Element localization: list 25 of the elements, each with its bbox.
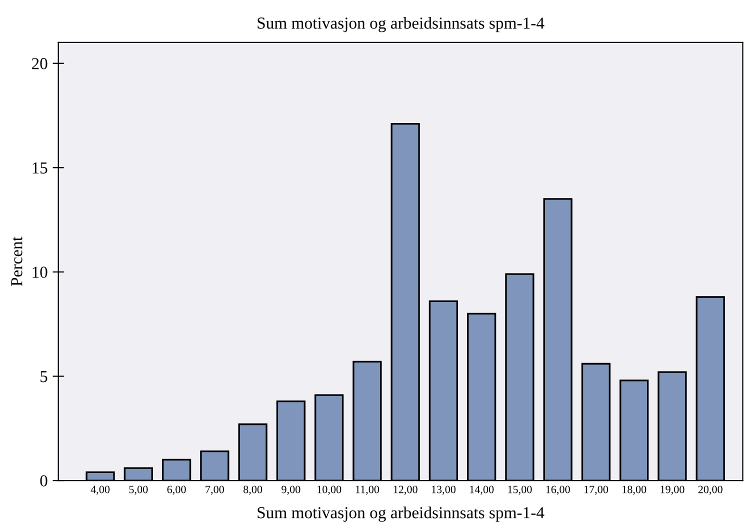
x-tick-label: 11,00: [356, 486, 380, 495]
x-tick-label: 9,00: [282, 486, 300, 495]
y-tick-label: 10: [32, 266, 48, 278]
y-tick-label: 0: [40, 475, 48, 486]
x-tick-label: 6,00: [167, 486, 186, 495]
x-tick-label: 16,00: [546, 486, 570, 495]
x-axis-title: Sum motivasjon og arbeidsinnsats spm-1-4: [258, 506, 544, 522]
x-tick-label: 10,00: [318, 486, 342, 495]
x-tick-label: 12,00: [394, 486, 418, 495]
x-tick-label: 7,00: [206, 486, 224, 495]
x-tick-label: 17,00: [584, 486, 608, 495]
chart-title: Sum motivasjon og arbeidsinnsats spm-1-4: [258, 17, 544, 32]
y-tick-label: 5: [40, 371, 48, 382]
x-tick-label: 4,00: [90, 486, 110, 495]
y-axis-title: Percent: [11, 236, 22, 286]
x-tick-label: 8,00: [244, 486, 262, 495]
y-tick-label: 15: [32, 162, 48, 174]
x-tick-label: 19,00: [660, 486, 684, 495]
y-tick-label: 20: [32, 58, 48, 70]
x-tick-label: 13,00: [432, 486, 456, 495]
x-tick-label: 18,00: [622, 486, 646, 495]
x-tick-label: 14,00: [470, 486, 494, 495]
x-tick-label: 20,00: [698, 486, 722, 495]
x-tick-label: 5,00: [129, 486, 148, 495]
x-tick-label: 15,00: [508, 486, 532, 495]
